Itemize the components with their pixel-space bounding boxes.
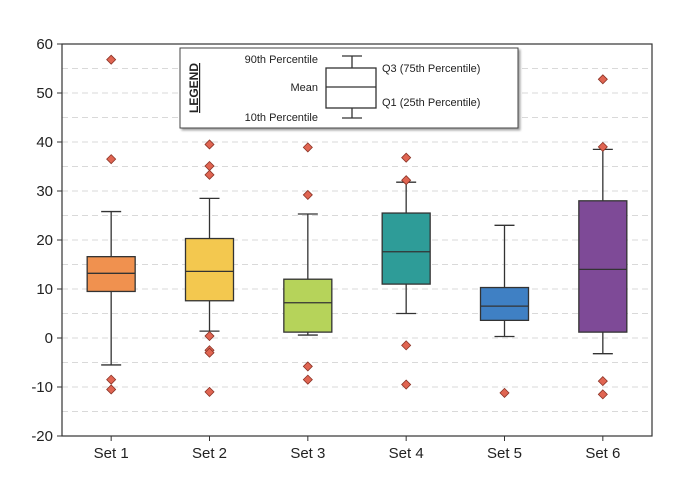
outlier-marker [106,54,117,65]
box-1 [86,210,136,366]
outlier-marker [204,330,215,342]
legend-box [325,67,377,109]
box-iqr [283,278,333,333]
box-series [86,148,628,366]
outlier-marker [597,376,608,387]
outlier-marker [597,141,608,152]
box-iqr [381,212,431,285]
outlier-points [106,54,608,400]
box-iqr [184,237,235,302]
box-iqr [86,256,136,293]
box-4 [381,181,431,315]
outlier-marker [401,152,412,163]
outlier-marker [401,379,412,390]
box-2 [184,197,235,332]
box-6 [578,148,628,355]
x-axis-ticks: Set 1 Set 2 Set 3 Set 4 Set 5 Set 6 [94,436,620,462]
outlier-marker [204,347,215,358]
outlier-marker [302,361,313,372]
outlier-marker [302,374,313,385]
outlier-marker [597,389,608,400]
legend-label-mean: Mean [290,82,318,94]
outlier-marker [106,384,117,395]
y-tick-label: -10 [31,379,53,396]
legend-label-p90: 90th Percentile [245,54,318,66]
outlier-marker [597,74,608,85]
y-tick-label: 20 [36,232,53,249]
outlier-marker [204,169,215,180]
legend-title: LEGEND [187,63,201,113]
outlier-marker [499,387,510,398]
legend: LEGEND 90th Percentile Mean 10th Percent… [179,47,519,129]
outlier-marker [401,340,412,351]
outlier-marker [204,139,215,150]
gridlines [62,68,652,412]
box-3 [283,213,333,336]
legend-frame [179,47,519,129]
outlier-marker [302,189,313,200]
outlier-marker [106,154,117,165]
y-tick-label: 30 [36,183,53,200]
legend-label-q1: Q1 (25th Percentile) [382,97,480,109]
x-tick-label: Set 2 [192,445,227,462]
box-5 [479,224,530,338]
y-tick-label: 0 [45,330,53,347]
outlier-marker [302,142,313,153]
y-tick-label: 50 [36,85,53,102]
outlier-marker [106,374,117,385]
outlier-marker [204,386,215,397]
x-tick-label: Set 6 [585,445,620,462]
y-tick-label: 60 [36,36,53,53]
x-tick-label: Set 3 [290,445,325,462]
x-tick-label: Set 1 [94,445,129,462]
x-tick-label: Set 4 [389,445,424,462]
y-tick-label: 40 [36,134,53,151]
y-tick-label: 10 [36,281,53,298]
y-axis-ticks: -20 -10 0 10 20 30 40 50 60 [31,36,62,445]
box-iqr [578,200,628,333]
outlier-marker [204,160,215,172]
x-tick-label: Set 5 [487,445,522,462]
legend-label-q3: Q3 (75th Percentile) [382,63,480,75]
box-iqr [479,286,530,322]
outlier-marker [401,175,412,186]
y-tick-label: -20 [31,428,53,445]
legend-label-p10: 10th Percentile [245,112,318,124]
